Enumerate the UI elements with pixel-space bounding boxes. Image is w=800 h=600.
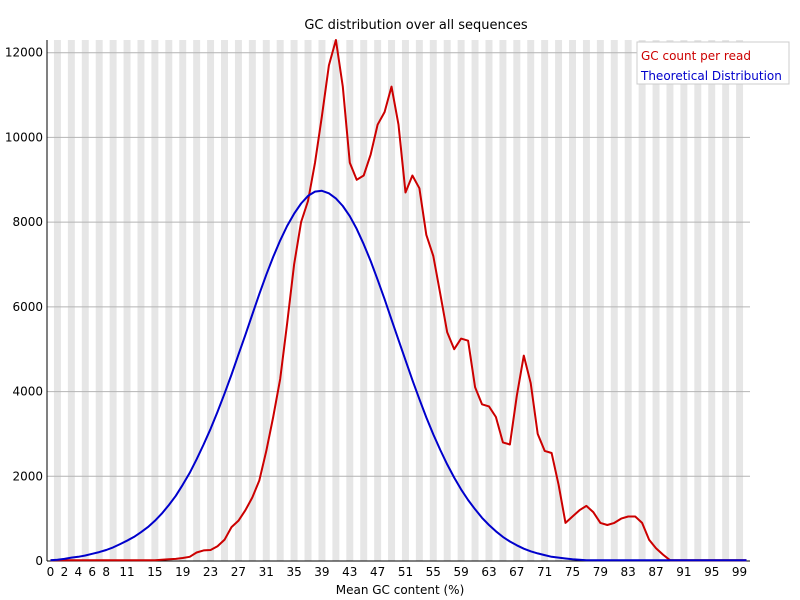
band (582, 40, 590, 561)
band (736, 40, 744, 561)
band (165, 40, 173, 561)
x-tick-label: 6 (88, 565, 96, 579)
y-tick-label: 2000 (12, 469, 43, 483)
band (374, 40, 382, 561)
band (415, 40, 423, 561)
band (123, 40, 131, 561)
band (527, 40, 535, 561)
x-tick-label: 39 (314, 565, 329, 579)
band (109, 40, 117, 561)
band (666, 40, 674, 561)
band (360, 40, 368, 561)
x-tick-label: 59 (454, 565, 469, 579)
band (81, 40, 89, 561)
band (569, 40, 576, 561)
x-tick-label: 87 (648, 565, 663, 579)
band (471, 40, 479, 561)
band (694, 40, 702, 561)
x-tick-label: 11 (119, 565, 134, 579)
band (429, 40, 437, 561)
band (680, 40, 688, 561)
band (193, 40, 201, 561)
x-tick-label: 47 (370, 565, 385, 579)
band (388, 40, 396, 561)
x-tick-label: 15 (147, 565, 162, 579)
background-bands (53, 40, 744, 561)
y-tick-label: 6000 (12, 300, 43, 314)
band (207, 40, 215, 561)
x-tick-label: 95 (704, 565, 719, 579)
legend-label-gc-count: GC count per read (641, 49, 751, 63)
x-tick-label: 91 (676, 565, 691, 579)
band (234, 40, 242, 561)
x-tick-label: 2 (61, 565, 69, 579)
y-axis-ticks: 0 2000 4000 6000 8000 10000 12000 (5, 46, 43, 568)
x-tick-label: 67 (509, 565, 524, 579)
band (221, 40, 228, 561)
y-tick-label: 10000 (5, 130, 43, 144)
band (638, 40, 646, 561)
x-tick-label: 79 (593, 565, 608, 579)
band (67, 40, 75, 561)
y-tick-label: 0 (35, 554, 43, 568)
legend: GC count per read Theoretical Distributi… (636, 41, 790, 85)
band (722, 40, 730, 561)
series-layer (50, 39, 747, 562)
band (318, 40, 326, 561)
x-tick-label: 19 (175, 565, 190, 579)
band (332, 40, 340, 561)
series-line-gc-count (50, 39, 747, 562)
x-tick-label: 43 (342, 565, 357, 579)
band (262, 40, 270, 561)
band (290, 40, 298, 561)
y-tick-label: 4000 (12, 385, 43, 399)
series-line-theoretical (50, 189, 747, 562)
band (610, 40, 618, 561)
band (248, 40, 256, 561)
band (95, 40, 103, 561)
band (179, 40, 187, 561)
band (541, 40, 549, 561)
band (555, 40, 563, 561)
x-tick-label: 8 (102, 565, 110, 579)
x-tick-label: 71 (537, 565, 552, 579)
x-tick-label: 4 (75, 565, 83, 579)
band (624, 40, 632, 561)
band (513, 40, 521, 561)
x-tick-label: 99 (732, 565, 747, 579)
band (485, 40, 493, 561)
chart-title: GC distribution over all sequences (304, 18, 528, 33)
band (499, 40, 507, 561)
x-tick-label: 51 (398, 565, 413, 579)
band (401, 40, 409, 561)
legend-box (636, 41, 790, 85)
x-tick-label: 55 (426, 565, 441, 579)
x-tick-label: 0 (47, 565, 55, 579)
band (137, 40, 145, 561)
y-tick-label: 12000 (5, 46, 43, 60)
x-tick-label: 83 (621, 565, 636, 579)
band (596, 40, 604, 561)
x-axis-label: Mean GC content (%) (336, 583, 465, 597)
band (53, 40, 61, 561)
x-tick-label: 63 (481, 565, 496, 579)
band (151, 40, 159, 561)
x-tick-label: 35 (286, 565, 301, 579)
x-tick-label: 23 (203, 565, 218, 579)
band (708, 40, 716, 561)
band (276, 40, 284, 561)
band (457, 40, 465, 561)
legend-label-theoretical: Theoretical Distribution (640, 69, 782, 83)
band (443, 40, 451, 561)
x-tick-label: 31 (259, 565, 274, 579)
band (652, 40, 660, 561)
band (346, 40, 354, 561)
x-tick-label: 27 (231, 565, 246, 579)
y-tick-label: 8000 (12, 215, 43, 229)
x-axis-ticks: 0 2 4 6 8 11 15 19 23 27 31 35 39 43 47 51 55 59 63 67 71 75 7… (47, 565, 748, 579)
band (304, 40, 312, 561)
x-tick-label: 75 (565, 565, 580, 579)
